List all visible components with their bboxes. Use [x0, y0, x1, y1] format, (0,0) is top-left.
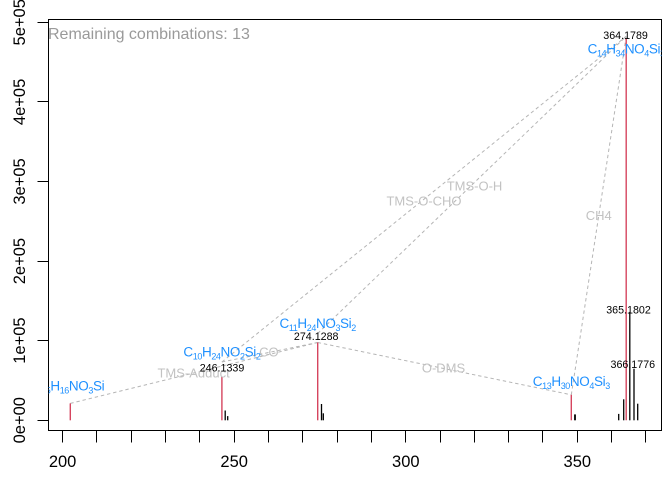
svg-text:300: 300 — [392, 453, 420, 471]
svg-text:TMS-O-CHO: TMS-O-CHO — [386, 193, 461, 208]
svg-text:TMS-O-H: TMS-O-H — [447, 179, 503, 194]
svg-text:274.1288: 274.1288 — [294, 331, 339, 343]
svg-text:350: 350 — [564, 453, 592, 471]
svg-text:CO: CO — [259, 345, 279, 360]
svg-text:1e+05: 1e+05 — [11, 317, 29, 363]
svg-text:200: 200 — [49, 453, 77, 471]
svg-text:Remaining combinations: 13: Remaining combinations: 13 — [48, 26, 250, 43]
svg-text:C14H34NO4Si3: C14H34NO4Si3 — [588, 42, 665, 59]
svg-text:364.1789: 364.1789 — [603, 30, 648, 42]
svg-text:366.1776: 366.1776 — [611, 359, 656, 371]
svg-text:250: 250 — [220, 453, 248, 471]
svg-text:246.1339: 246.1339 — [200, 363, 245, 375]
svg-text:2e+05: 2e+05 — [11, 238, 29, 284]
svg-text:0e+00: 0e+00 — [11, 397, 29, 443]
svg-text:3e+05: 3e+05 — [11, 158, 29, 204]
svg-text:CH4: CH4 — [586, 208, 612, 223]
svg-text:4e+05: 4e+05 — [11, 79, 29, 125]
svg-text:365.1802: 365.1802 — [606, 304, 651, 316]
svg-text:O-DMS: O-DMS — [422, 360, 466, 375]
svg-text:5e+05: 5e+05 — [11, 0, 29, 45]
svg-text:TMS-Adduct: TMS-Adduct — [157, 366, 230, 381]
